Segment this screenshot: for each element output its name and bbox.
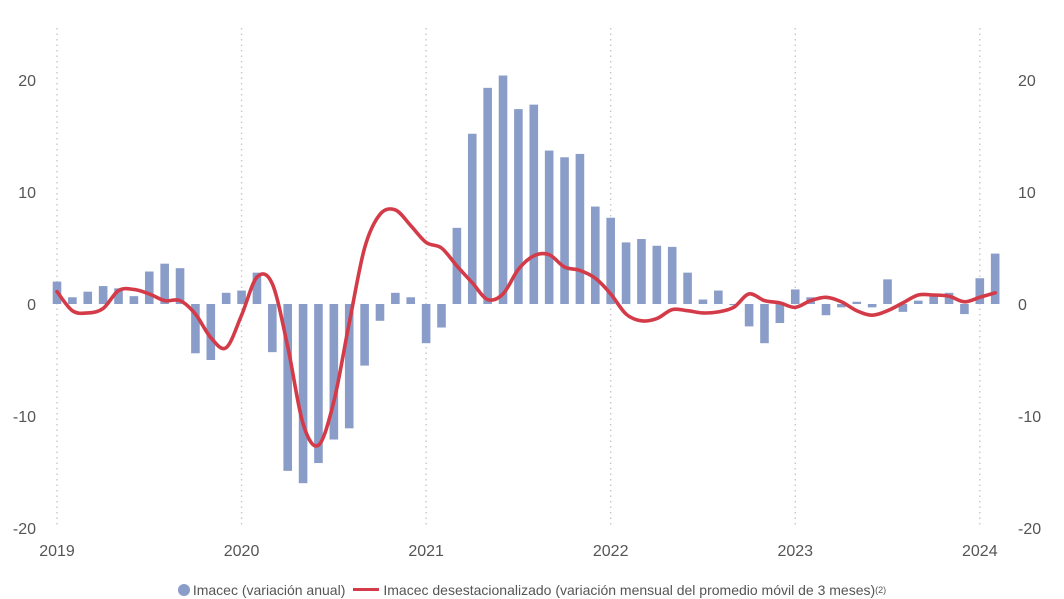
x-tick-label: 2023	[777, 543, 813, 560]
y-tick-label-right: 10	[1018, 185, 1036, 202]
bar	[437, 304, 446, 328]
legend-bar-label: Imacec (variación anual)	[192, 581, 346, 598]
bar	[575, 153, 585, 304]
left-y-axis: -20 -10 0 10 20	[13, 73, 36, 538]
x-tick-label: 2024	[962, 543, 998, 560]
bar	[329, 304, 339, 440]
legend-item-line[interactable]: Imacec desestacionalizado (variación men…	[353, 582, 886, 598]
bar	[729, 304, 739, 306]
x-tick-label: 2022	[593, 543, 629, 560]
y-tick-label-left: 10	[18, 185, 36, 202]
bar	[852, 301, 862, 304]
bar	[83, 291, 93, 304]
x-tick-label: 2021	[408, 543, 444, 560]
bar	[467, 133, 477, 304]
bar	[898, 304, 908, 312]
bar	[591, 206, 600, 304]
bar	[483, 87, 492, 304]
bar	[667, 246, 677, 304]
bar	[360, 304, 369, 366]
bar	[867, 304, 877, 308]
bar	[144, 271, 154, 304]
bar	[298, 304, 308, 484]
bar	[98, 286, 108, 304]
bar	[268, 304, 277, 353]
bar	[175, 268, 185, 304]
x-tick-label: 2020	[224, 543, 260, 560]
bar	[314, 304, 323, 464]
bar-series	[52, 75, 1000, 484]
legend-line-superscript: (2)	[875, 584, 887, 595]
legend-bar-swatch-icon	[177, 583, 190, 596]
y-tick-label-left: -20	[13, 521, 36, 538]
bar	[990, 253, 1000, 304]
bar	[406, 297, 416, 304]
bar	[283, 304, 292, 471]
bar	[544, 150, 554, 304]
bar	[790, 289, 800, 304]
bar	[760, 304, 769, 344]
legend: Imacec (variación anual) Imacec desestac…	[0, 580, 1064, 599]
bar	[68, 297, 77, 304]
y-tick-label-right: 20	[1018, 73, 1036, 90]
bar	[529, 104, 539, 304]
bar	[560, 157, 569, 304]
legend-line-swatch-icon	[353, 588, 380, 591]
bar	[621, 242, 631, 304]
legend-line-label: Imacec desestacionalizado (variación men…	[383, 581, 876, 598]
legend-item-bars[interactable]: Imacec (variación anual)	[177, 581, 346, 598]
bar	[837, 304, 846, 308]
bar	[237, 290, 246, 304]
bar	[114, 288, 123, 304]
y-tick-label-right: 0	[1018, 297, 1027, 314]
bar	[514, 109, 523, 305]
bar	[191, 304, 200, 354]
grid-layer	[56, 28, 981, 528]
bar	[775, 304, 785, 324]
bar	[744, 304, 754, 327]
bar	[960, 304, 969, 315]
bar	[714, 290, 723, 304]
y-tick-label-left: 20	[18, 73, 36, 90]
line-series-layer	[55, 207, 997, 448]
y-tick-label-left: -10	[13, 409, 36, 426]
bar	[252, 272, 262, 304]
y-tick-label-right: -20	[1018, 521, 1041, 538]
bar	[698, 299, 708, 304]
chart-svg: -20 -10 0 10 20 -20 -10 0 10 20 2019 2020 2021 2022…	[13, 28, 1041, 560]
bar	[391, 292, 400, 304]
bar	[375, 304, 385, 321]
bar	[498, 75, 508, 305]
bar	[913, 300, 923, 304]
bar	[883, 279, 892, 304]
bar	[652, 245, 662, 304]
bar	[344, 304, 354, 429]
bar	[129, 296, 139, 304]
line-series	[55, 207, 997, 448]
bar	[160, 263, 169, 304]
x-axis: 2019 2020 2021 2022 2023 2024	[39, 543, 997, 560]
x-tick-label: 2019	[39, 543, 75, 560]
bar	[637, 239, 646, 304]
bar	[929, 295, 938, 304]
bar	[683, 272, 692, 304]
y-tick-label-right: -10	[1018, 409, 1041, 426]
bar	[975, 278, 985, 304]
bar	[421, 304, 431, 344]
bar	[821, 304, 831, 316]
y-tick-label-left: 0	[27, 297, 36, 314]
bar	[606, 217, 615, 304]
bar	[944, 292, 954, 304]
right-y-axis: -20 -10 0 10 20	[1018, 73, 1041, 538]
bar	[221, 292, 231, 304]
bar	[206, 304, 216, 360]
